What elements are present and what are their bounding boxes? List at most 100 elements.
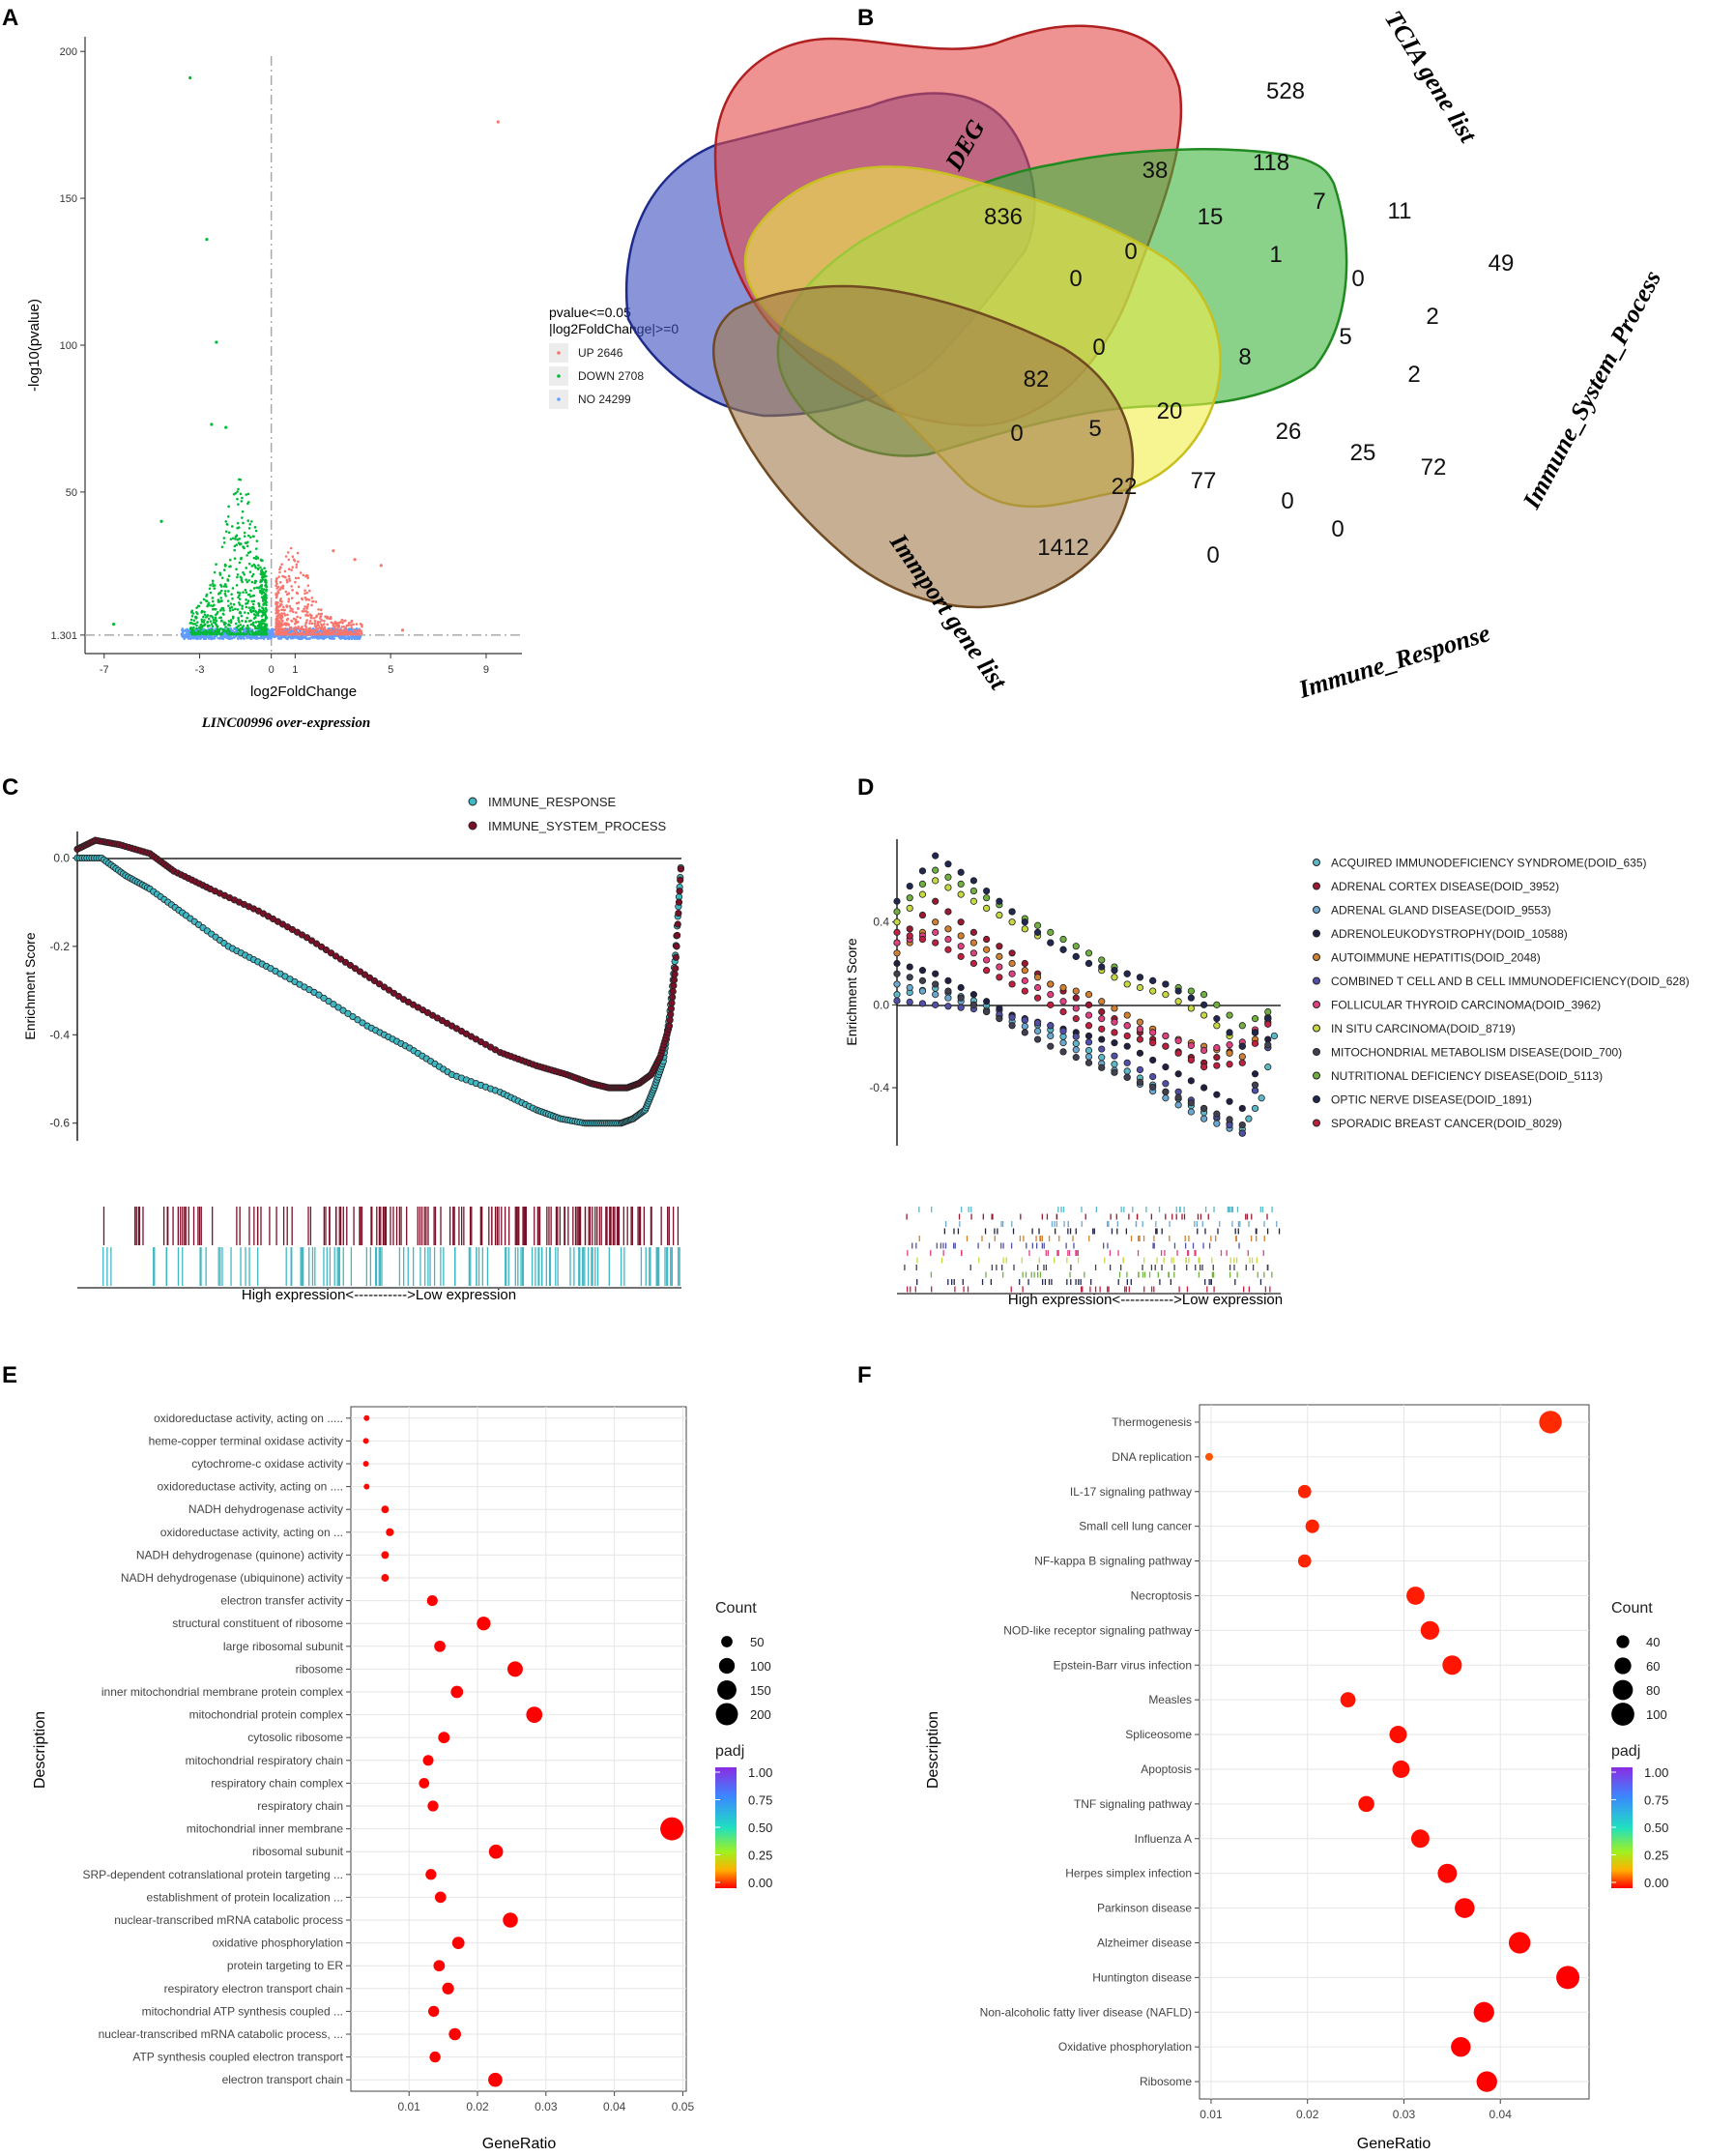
volcano-point-down xyxy=(220,619,223,623)
gsea-d-point xyxy=(932,970,940,977)
volcano-point-up xyxy=(281,605,285,609)
volcano-point-down xyxy=(199,601,203,604)
gsea-d-point xyxy=(918,987,927,995)
dot-point xyxy=(363,1414,370,1421)
volcano-point-no xyxy=(241,635,245,638)
gsea-d-point xyxy=(1226,1116,1233,1123)
gsea-d-point xyxy=(969,887,978,895)
volcano-point-up xyxy=(296,626,300,630)
volcano-point-no xyxy=(204,635,207,638)
volcano-point-down xyxy=(212,632,216,636)
volcano-point-up xyxy=(281,574,284,578)
gsea-d-y-tick-label: 0.4 xyxy=(873,916,889,929)
volcano-x-tick-label: 1 xyxy=(292,664,298,676)
volcano-x-tick-label: 9 xyxy=(483,664,489,676)
volcano-point-down xyxy=(228,609,232,612)
dot-point xyxy=(450,1685,464,1699)
volcano-y-tick-label: 200 xyxy=(60,46,77,58)
volcano-point-outlier xyxy=(159,519,163,523)
volcano-point-no xyxy=(332,634,334,638)
gsea-c-point xyxy=(672,965,680,973)
gsea-d-point xyxy=(1072,1015,1080,1023)
volcano-point-up xyxy=(281,587,285,590)
venn-region-count: 0 xyxy=(1010,421,1023,447)
dot-point xyxy=(381,1505,390,1514)
volcano-point-down xyxy=(262,608,266,612)
gsea-d-point xyxy=(906,998,913,1006)
volcano-point-up xyxy=(350,621,353,624)
volcano-point-down xyxy=(247,562,251,566)
volcano-point-down xyxy=(260,576,264,579)
volcano-point-down xyxy=(236,521,240,525)
dot-point xyxy=(386,1528,394,1536)
gsea-c-legend-dot xyxy=(468,797,477,806)
volcano-point-no xyxy=(182,631,185,634)
volcano-point-down xyxy=(256,568,260,571)
volcano-point-down xyxy=(234,538,237,540)
gsea-d-point xyxy=(1187,994,1195,1002)
volcano-point-outlier xyxy=(496,120,500,124)
volcano-point-down xyxy=(227,590,230,593)
volcano-point-no xyxy=(237,636,240,640)
volcano-point-down xyxy=(251,606,255,609)
gsea-d-point xyxy=(1111,974,1118,981)
gsea-d-point xyxy=(1200,1001,1208,1008)
volcano-point-up xyxy=(281,632,285,636)
volcano-point-up xyxy=(287,597,291,601)
volcano-point-up xyxy=(313,632,317,636)
volcano-point-up xyxy=(345,624,348,627)
gsea-d-point xyxy=(969,897,978,905)
dot-category-label: respiratory chain complex xyxy=(211,1776,343,1790)
gsea-d-point xyxy=(1226,1097,1233,1105)
volcano-legend-dot xyxy=(557,374,561,378)
dot-x-tick-label: 0.01 xyxy=(1200,2108,1223,2121)
volcano-point-down xyxy=(229,602,233,605)
volcano-point-down xyxy=(213,587,217,590)
volcano-point-down xyxy=(235,568,238,571)
venn-label-tcia: TCIA gene list xyxy=(1379,6,1483,148)
dot-category-label: ribosome xyxy=(296,1662,344,1675)
venn-region-count: 72 xyxy=(1421,454,1447,481)
volcano-point-up xyxy=(304,624,307,627)
gsea-d-point xyxy=(1238,1042,1246,1050)
volcano-point-down xyxy=(235,632,238,636)
dot-x-tick-label: 0.04 xyxy=(1489,2108,1513,2121)
volcano-point-down xyxy=(189,618,193,622)
volcano-point-down xyxy=(246,502,249,506)
volcano-point-down xyxy=(214,616,217,620)
volcano-point-down xyxy=(224,520,228,523)
volcano-point-down xyxy=(219,597,223,599)
volcano-point-down xyxy=(262,622,266,626)
dot-f-plot-area xyxy=(1199,1404,1590,2100)
gsea-d-point xyxy=(1084,959,1093,968)
volcano-point-down xyxy=(246,492,250,496)
gsea-d-point xyxy=(1098,1007,1106,1016)
volcano-point-down xyxy=(226,599,230,602)
gsea-c-x-label: High expression<----------->Low expressi… xyxy=(242,1287,516,1303)
volcano-point-up xyxy=(294,576,298,580)
dot-point xyxy=(1437,1863,1458,1883)
volcano-point-down xyxy=(246,611,250,615)
volcano-point-down xyxy=(215,613,217,617)
dot-category-label: Small cell lung cancer xyxy=(1079,1520,1192,1533)
dot-color-legend-label: 0.25 xyxy=(748,1849,772,1863)
volcano-point-down xyxy=(260,579,264,583)
gsea-d-point xyxy=(1008,918,1016,926)
volcano-point-up xyxy=(275,584,277,588)
volcano-point-up xyxy=(295,563,299,567)
volcano-point-down xyxy=(243,531,246,535)
volcano-point-up xyxy=(310,603,313,607)
gsea-d-point xyxy=(932,939,940,947)
gsea-d-point xyxy=(1245,1115,1253,1122)
gsea-d-point xyxy=(1111,1068,1118,1076)
volcano-point-down xyxy=(248,632,251,636)
dot-category-label: oxidoreductase activity, acting on ..... xyxy=(154,1412,343,1425)
gsea-d-point xyxy=(996,911,1003,919)
gsea-d-point xyxy=(932,991,940,999)
volcano-point-down xyxy=(200,626,204,629)
volcano-point-up xyxy=(296,615,299,619)
gsea-d-point xyxy=(932,928,940,936)
volcano-point-up xyxy=(297,607,300,610)
gsea-d-point xyxy=(1238,1129,1246,1137)
